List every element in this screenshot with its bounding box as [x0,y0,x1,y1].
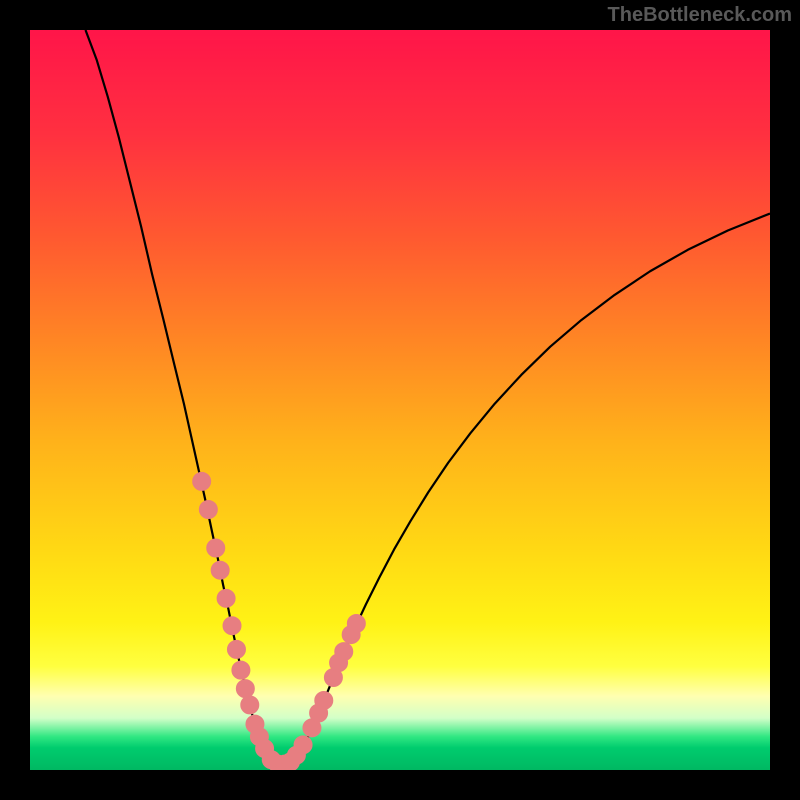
marker-point [217,589,235,607]
marker-point [193,472,211,490]
marker-point [294,736,312,754]
marker-point [232,661,250,679]
marker-point [207,539,225,557]
marker-point [223,617,241,635]
chart-root: TheBottleneck.com [0,0,800,800]
marker-point [315,691,333,709]
marker-point [236,680,254,698]
marker-point [227,640,245,658]
plot-background [30,30,770,770]
marker-point [335,643,353,661]
watermark-text: TheBottleneck.com [608,4,792,27]
chart-svg [0,0,800,800]
marker-point [347,614,365,632]
marker-point [199,501,217,519]
marker-point [241,696,259,714]
marker-point [211,561,229,579]
